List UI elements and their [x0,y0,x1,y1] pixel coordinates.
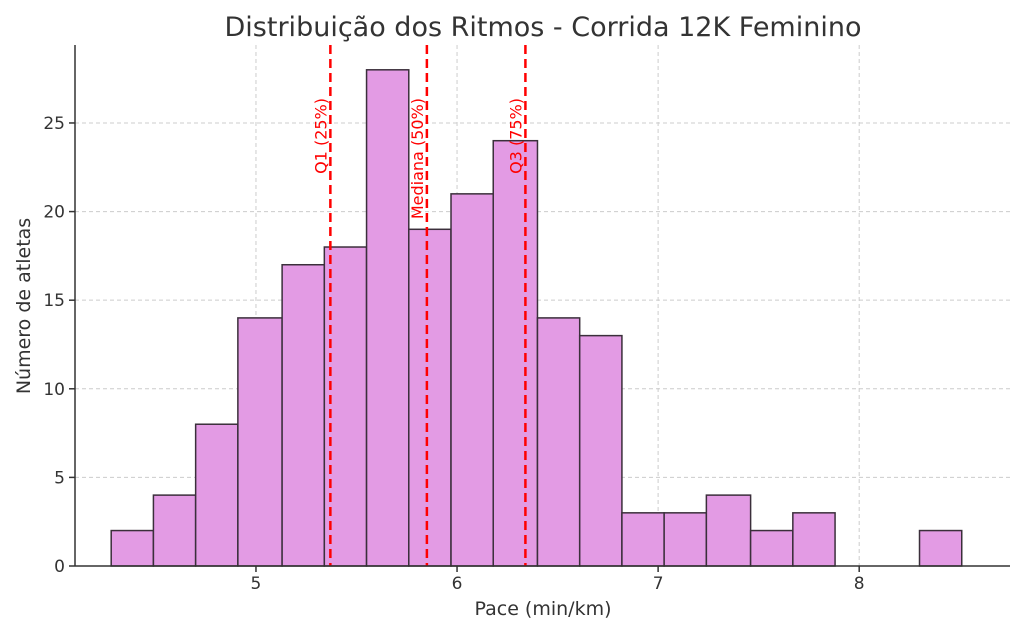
histogram-bar [705,494,752,567]
axes [74,45,1010,567]
bars [110,69,963,567]
x-axis-label: Pace (min/km) [475,598,612,620]
y-tick-label: 5 [54,468,65,488]
x-tick-labels: 5 6 7 8 [251,566,865,594]
y-tick-label: 20 [43,203,65,223]
y-tick-label: 0 [54,557,65,577]
y-tick-labels: 0 5 10 15 20 25 [43,114,75,577]
histogram-bar [792,512,836,567]
histogram-bar [281,263,326,567]
histogram-bar [621,512,665,567]
histogram-bar [663,512,708,567]
x-tick-label: 8 [854,574,865,594]
histogram-bar [237,317,283,567]
quartile-label: Mediana (50%) [408,98,427,219]
y-axis-label: Número de atletas [13,218,35,394]
quartile-label: Q3 (75%) [506,98,525,174]
histogram-bar [450,193,494,567]
histogram-bar [578,334,623,567]
quartile-label: Q1 (25%) [311,98,330,174]
histogram-bar [492,139,539,567]
quartile-lines: Q1 (25%) Mediana (50%) Q3 (75%) [311,45,527,566]
histogram-bar [408,228,452,567]
histogram-bar [749,529,794,567]
x-tick-label: 7 [653,574,664,594]
histogram-bar [536,317,581,567]
y-tick-label: 10 [43,380,65,400]
histogram-bar [110,529,155,567]
y-tick-label: 15 [43,291,65,311]
histogram-bar [194,423,239,567]
histogram-bar [365,69,410,567]
y-tick-label: 25 [43,114,65,134]
x-tick-label: 5 [251,574,262,594]
chart-title: Distribuição dos Ritmos - Corrida 12K Fe… [225,12,862,43]
histogram-bar [152,494,197,567]
x-tick-label: 6 [452,574,463,594]
histogram-bar [918,529,963,567]
histogram-bar [323,246,368,567]
